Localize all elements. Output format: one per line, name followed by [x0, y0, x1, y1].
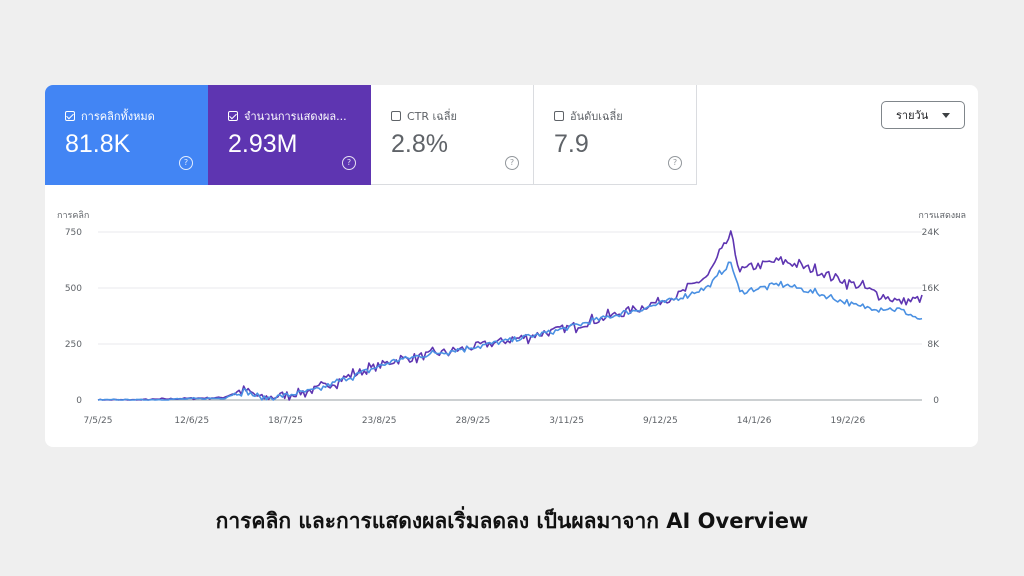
tile-header: อันดับเฉลี่ย	[554, 107, 623, 125]
x-tick-label: 3/11/25	[549, 416, 584, 426]
x-tick-label: 7/5/25	[84, 416, 113, 426]
average-ctr-value: 2.8%	[391, 130, 448, 158]
tile-header: การคลิกทั้งหมด	[65, 107, 155, 125]
help-icon[interactable]: ?	[179, 156, 193, 170]
impressions-series-line	[97, 230, 923, 401]
tile-label: การคลิกทั้งหมด	[81, 110, 155, 123]
tile-label: CTR เฉลี่ย	[407, 110, 457, 123]
left-axis-title: การคลิก	[57, 210, 89, 221]
checkbox-unchecked-icon[interactable]	[554, 111, 564, 121]
average-ctr-tile[interactable]: CTR เฉลี่ย 2.8% ?	[371, 85, 534, 185]
granularity-label: รายวัน	[896, 109, 929, 122]
right-tick-label: 8K	[927, 340, 940, 350]
help-icon[interactable]: ?	[668, 156, 682, 170]
x-tick-label: 19/2/26	[830, 416, 865, 426]
help-icon[interactable]: ?	[505, 156, 519, 170]
x-tick-label: 14/1/26	[737, 416, 772, 426]
total-impressions-value: 2.93M	[228, 130, 298, 158]
tile-label: จำนวนการแสดงผล...	[244, 110, 347, 123]
clicks-series-line	[97, 261, 923, 401]
left-tick-label: 250	[65, 340, 82, 350]
left-tick-label: 750	[65, 228, 82, 238]
checkbox-unchecked-icon[interactable]	[391, 111, 401, 121]
right-axis-title: การแสดงผล	[918, 211, 966, 221]
left-tick-label: 0	[76, 396, 82, 406]
x-tick-label: 9/12/25	[643, 416, 678, 426]
performance-chart: 750 24K 500 16K 250 8K 0 0 การคลิก การแสดงผล 7/5/2…	[57, 210, 966, 426]
x-tick-label: 28/9/25	[456, 416, 491, 426]
total-impressions-tile[interactable]: จำนวนการแสดงผล... 2.93M ?	[208, 85, 371, 185]
right-tick-label: 16K	[922, 284, 940, 294]
help-icon[interactable]: ?	[342, 156, 356, 170]
average-position-tile[interactable]: อันดับเฉลี่ย 7.9 ?	[534, 85, 697, 185]
right-tick-label: 0	[933, 396, 939, 406]
x-tick-label: 18/7/25	[268, 416, 303, 426]
checkbox-checked-icon[interactable]	[228, 111, 238, 121]
performance-card: การคลิกทั้งหมด 81.8K ? จำนวนการแสดงผล...…	[45, 85, 978, 447]
right-tick-label: 24K	[922, 228, 940, 238]
tile-header: จำนวนการแสดงผล...	[228, 107, 347, 125]
x-tick-label: 12/6/25	[174, 416, 209, 426]
caret-down-icon	[942, 113, 950, 118]
average-position-value: 7.9	[554, 130, 589, 158]
left-tick-label: 500	[65, 284, 82, 294]
total-clicks-value: 81.8K	[65, 130, 131, 158]
tile-header: CTR เฉลี่ย	[391, 107, 457, 125]
granularity-dropdown[interactable]: รายวัน	[881, 101, 965, 129]
metric-tiles: การคลิกทั้งหมด 81.8K ? จำนวนการแสดงผล...…	[45, 85, 697, 185]
x-tick-label: 23/8/25	[362, 416, 397, 426]
checkbox-checked-icon[interactable]	[65, 111, 75, 121]
total-clicks-tile[interactable]: การคลิกทั้งหมด 81.8K ?	[45, 85, 208, 185]
tile-label: อันดับเฉลี่ย	[570, 110, 623, 123]
caption: การคลิก และการแสดงผลเริ่มลดลง เป็นผลมาจา…	[215, 509, 809, 533]
